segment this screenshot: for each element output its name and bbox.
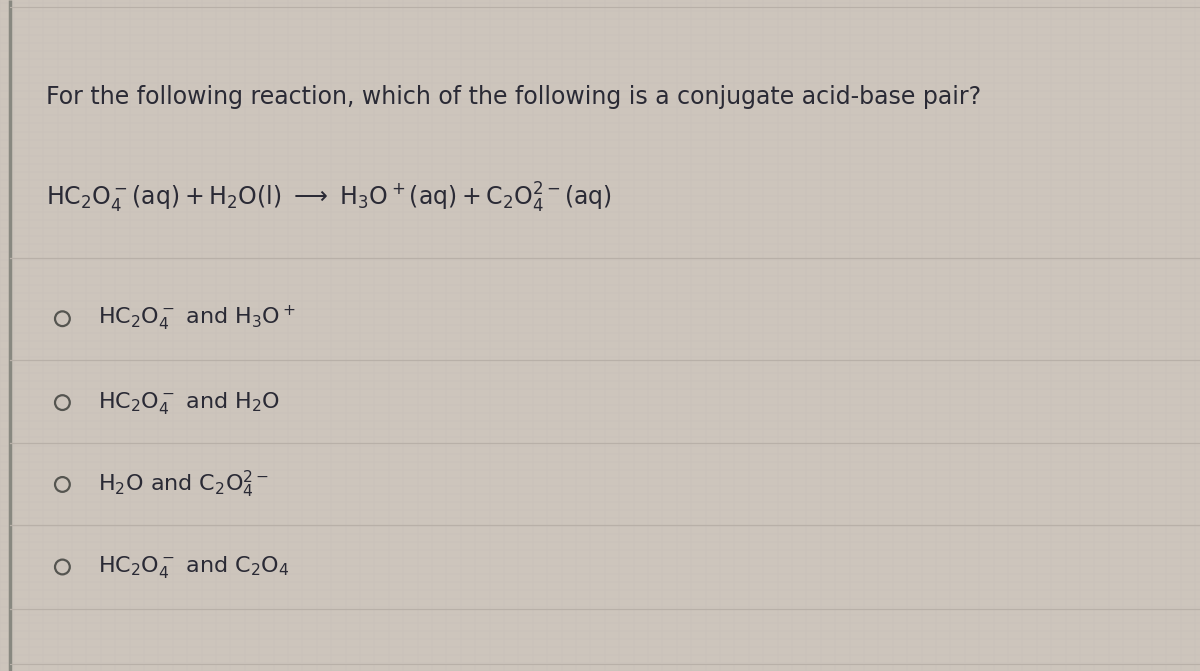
Text: $\mathdefault{H_2O}$ and $\mathdefault{C_2O_4^{2-}}$: $\mathdefault{H_2O}$ and $\mathdefault{C… — [98, 469, 270, 500]
Text: $\mathdefault{HC_2O_4^-(aq) + H_2O(l)\ \longrightarrow\ H_3O^+(aq) + C_2O_4^{2-}: $\mathdefault{HC_2O_4^-(aq) + H_2O(l)\ \… — [46, 181, 612, 215]
Text: $\mathdefault{HC_2O_4^-}$ and $\mathdefault{H_2O}$: $\mathdefault{HC_2O_4^-}$ and $\mathdefa… — [98, 390, 281, 415]
Text: $\mathdefault{HC_2O_4^-}$ and $\mathdefault{C_2O_4}$: $\mathdefault{HC_2O_4^-}$ and $\mathdefa… — [98, 554, 289, 580]
Text: For the following reaction, which of the following is a conjugate acid-base pair: For the following reaction, which of the… — [46, 85, 980, 109]
Text: $\mathdefault{HC_2O_4^-}$ and $\mathdefault{H_3O^+}$: $\mathdefault{HC_2O_4^-}$ and $\mathdefa… — [98, 304, 296, 333]
